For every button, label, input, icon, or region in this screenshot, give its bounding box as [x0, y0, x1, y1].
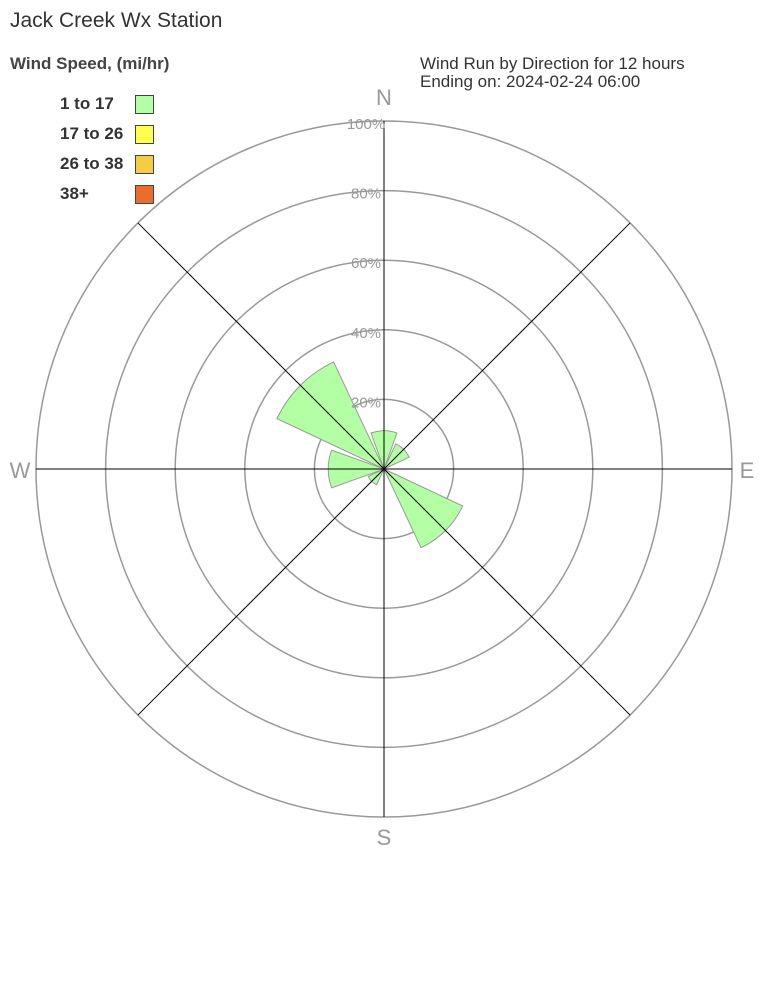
legend-swatch — [135, 184, 154, 204]
legend-swatch — [135, 154, 154, 174]
legend-item: 26 to 38 — [60, 149, 154, 179]
legend-item: 1 to 17 — [60, 89, 154, 119]
station-title: Jack Creek Wx Station — [10, 9, 223, 32]
compass-label-S: S — [377, 825, 392, 850]
compass-label-N: N — [376, 85, 392, 110]
legend-label: 26 to 38 — [60, 154, 124, 173]
legend-label: 38+ — [60, 184, 89, 203]
legend-label: 17 to 26 — [60, 124, 124, 143]
info-line-period: Wind Run by Direction for 12 hours — [420, 54, 685, 73]
spoke-SE — [383, 468, 631, 716]
ring-label: 60% — [351, 255, 381, 272]
legend-title: Wind Speed, (mi/hr) — [10, 54, 170, 73]
compass-label-E: E — [740, 458, 755, 483]
compass-label-W: W — [10, 458, 31, 483]
spoke-SW — [137, 468, 385, 716]
legend-label: 1 to 17 — [60, 94, 114, 113]
info-line-ending: Ending on: 2024-02-24 06:00 — [420, 72, 641, 91]
ring-label: 100% — [347, 116, 385, 133]
legend: 1 to 17 17 to 26 26 to 38 38+ — [60, 89, 154, 209]
ring-label: 20% — [351, 394, 381, 411]
legend-item: 17 to 26 — [60, 119, 154, 149]
chart-info: Wind Run by Direction for 12 hours Endin… — [420, 55, 685, 91]
ring-label: 40% — [351, 325, 381, 342]
spoke-NE — [383, 222, 631, 470]
spoke-NW — [137, 222, 385, 470]
legend-swatch — [135, 124, 154, 144]
ring-label: 80% — [351, 186, 381, 203]
legend-swatch — [135, 94, 154, 114]
legend-item: 38+ — [60, 179, 154, 209]
